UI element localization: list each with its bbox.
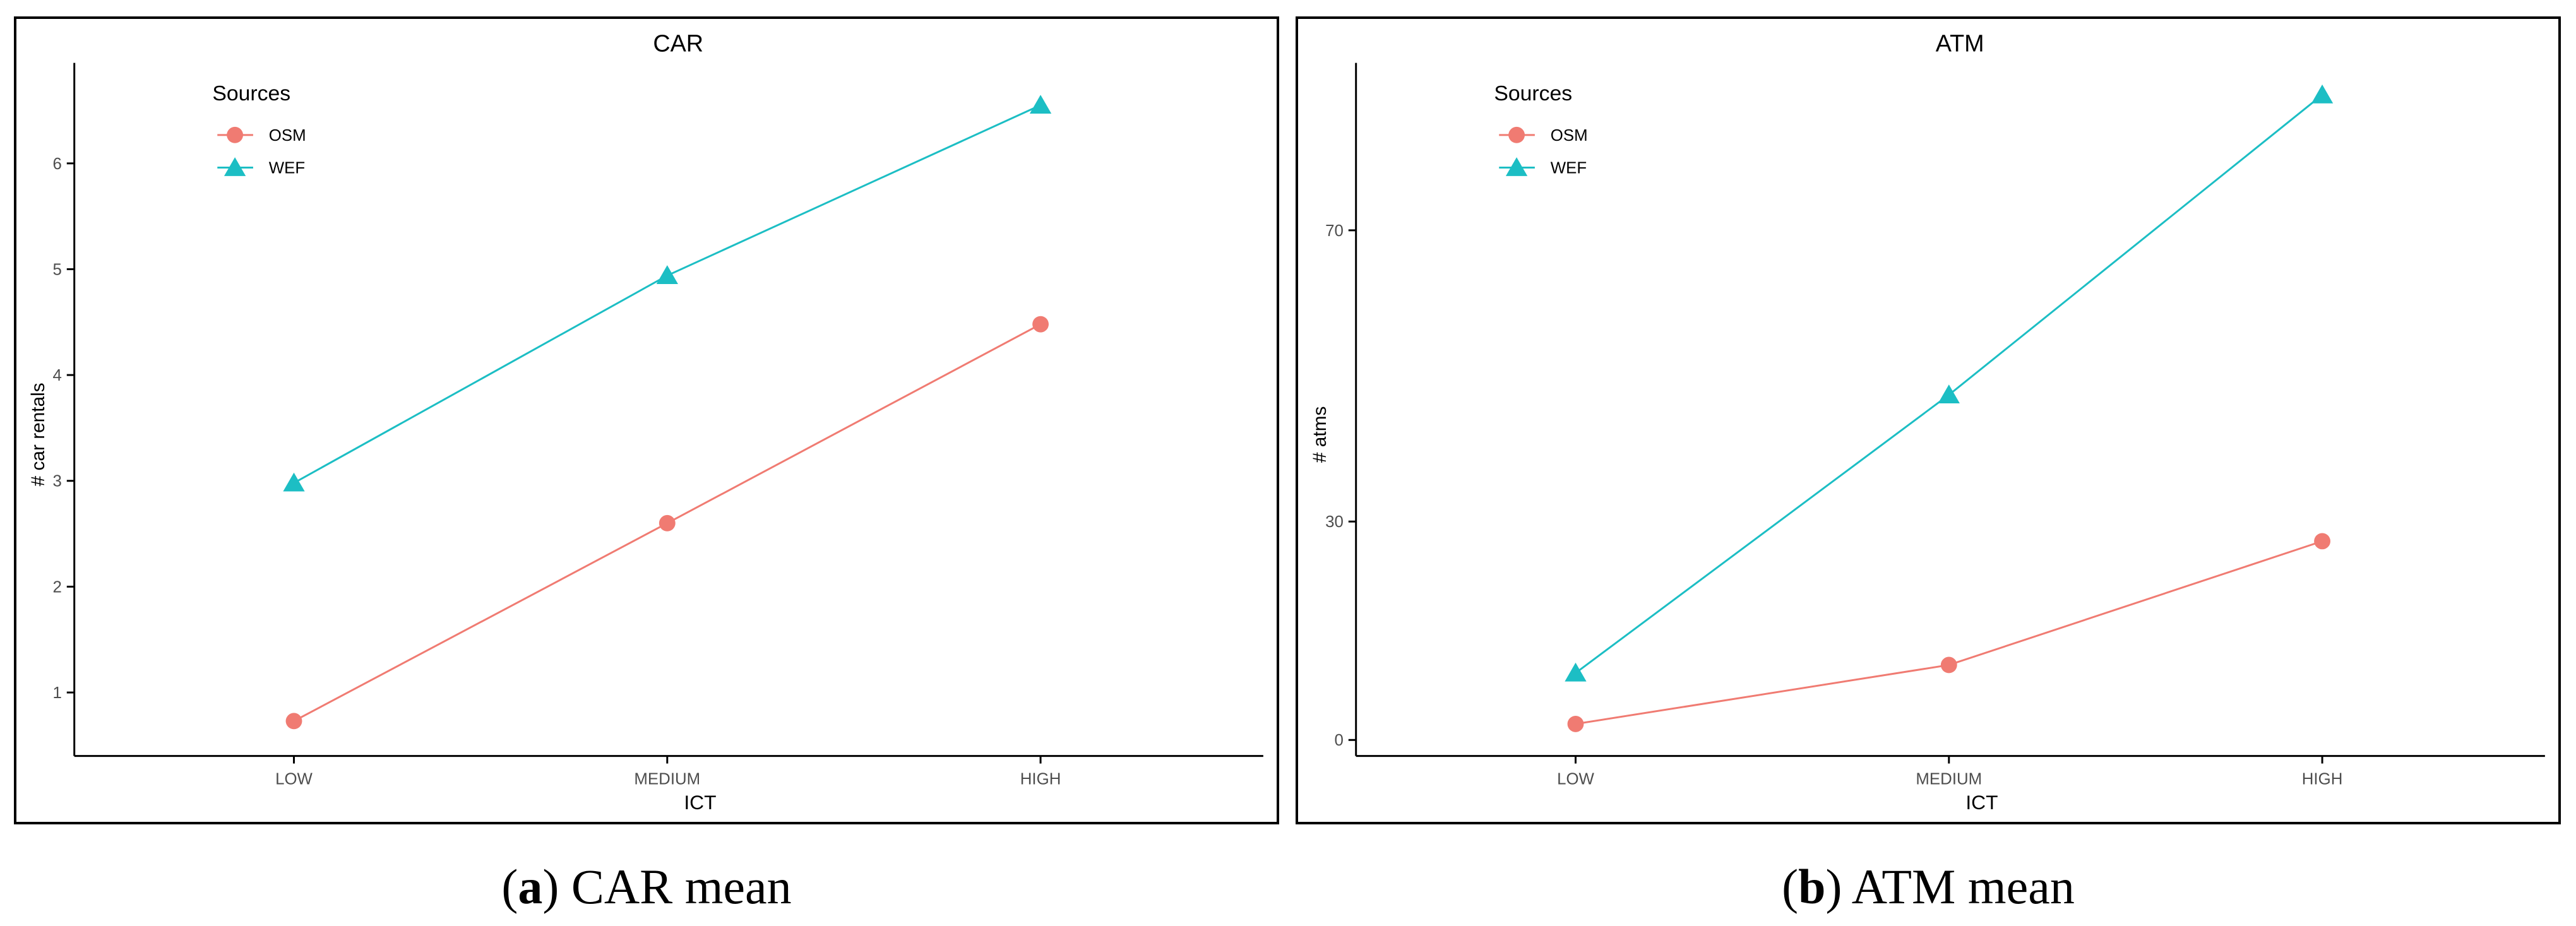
legend: Sources OSM WEF	[212, 81, 306, 177]
car-chart: CAR 1 2 3 4 5 6 LOW MEDIUM HIGH ICT # car rentals So…	[28, 31, 1263, 814]
caption-letter-b: b	[1798, 859, 1826, 914]
chart-title: CAR	[653, 31, 703, 57]
series-line-wef	[1575, 94, 2323, 674]
data-point-osm	[1567, 715, 1584, 732]
series-osm	[1567, 533, 2330, 732]
figure-caption-b: (b) ATM mean	[1782, 859, 2075, 914]
y-tick-label: 4	[52, 367, 61, 384]
circle-marker-icon	[1508, 126, 1525, 143]
data-point-wef	[1938, 384, 1960, 403]
series-wef	[283, 95, 1052, 492]
atm-chart: ATM 0 30 70 LOW MEDIUM HIGH ICT # atms Sources OSM…	[1309, 31, 2545, 814]
y-tick-label: 0	[1334, 732, 1343, 749]
caption-letter-a: a	[518, 859, 543, 914]
triangle-marker-icon	[1505, 157, 1528, 176]
data-point-wef	[656, 265, 678, 284]
y-tick-label: 1	[52, 684, 61, 702]
chart-title: ATM	[1936, 31, 1984, 57]
y-tick-label: 70	[1325, 222, 1344, 240]
data-point-wef	[283, 472, 305, 492]
x-tick-label: HIGH	[2302, 770, 2343, 788]
data-point-osm	[1032, 316, 1049, 333]
caption-text-b: ATM mean	[1842, 859, 2075, 914]
legend-label: OSM	[1551, 127, 1588, 145]
data-point-osm	[285, 713, 302, 730]
x-tick-label: MEDIUM	[634, 770, 700, 788]
legend-label: WEF	[269, 159, 305, 177]
data-point-osm	[1940, 656, 1957, 674]
x-tick-label: LOW	[275, 770, 313, 788]
chart-panel-car: CAR 1 2 3 4 5 6 LOW MEDIUM HIGH ICT # car rentals So…	[14, 16, 1279, 824]
legend-label: WEF	[1551, 159, 1587, 177]
y-axis-label: # car rentals	[28, 383, 49, 486]
series-line-wef	[293, 104, 1041, 484]
series-osm	[285, 316, 1049, 730]
x-axis-label: ICT	[684, 791, 716, 814]
x-tick-label: HIGH	[1020, 770, 1061, 788]
y-tick-label: 3	[52, 473, 61, 490]
data-point-osm	[659, 514, 676, 531]
legend-title: Sources	[1494, 81, 1572, 105]
data-point-wef	[1565, 662, 1587, 682]
data-point-wef	[2311, 84, 2334, 104]
circle-marker-icon	[227, 126, 244, 143]
legend: Sources OSM WEF	[1494, 81, 1587, 177]
x-axis-label: ICT	[1965, 791, 1998, 814]
y-tick-label: 30	[1325, 513, 1344, 531]
x-tick-label: MEDIUM	[1916, 770, 1982, 788]
y-tick-label: 2	[52, 578, 61, 596]
legend-label: OSM	[269, 127, 306, 145]
series-wef	[1565, 84, 2334, 682]
legend-title: Sources	[212, 81, 290, 105]
y-axis-label: # atms	[1309, 407, 1330, 463]
y-tick-label: 5	[52, 261, 61, 278]
y-tick-label: 6	[52, 155, 61, 173]
series-line-osm	[1575, 540, 2323, 725]
data-point-osm	[2314, 533, 2330, 550]
caption-text-a: CAR mean	[559, 859, 792, 914]
triangle-marker-icon	[224, 157, 246, 176]
figure-caption-a: (a) CAR mean	[501, 859, 792, 914]
x-tick-label: LOW	[1557, 770, 1594, 788]
data-point-wef	[1029, 95, 1052, 114]
chart-panel-atm: ATM 0 30 70 LOW MEDIUM HIGH ICT # atms Sources OSM…	[1296, 16, 2561, 824]
